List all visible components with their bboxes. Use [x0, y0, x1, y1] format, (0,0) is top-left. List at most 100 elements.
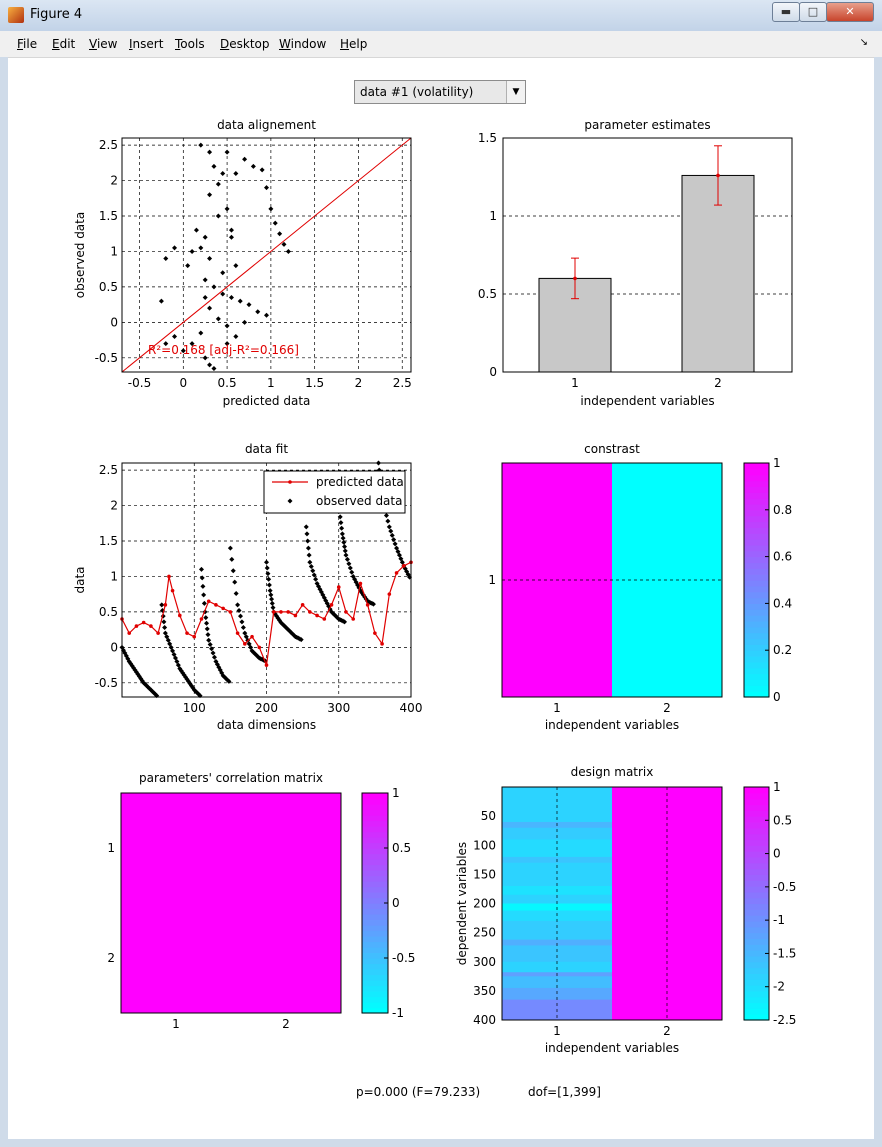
- menu-edit[interactable]: Edit: [52, 37, 76, 51]
- fit-observed-point: [207, 642, 213, 648]
- data-selector-dropdown[interactable]: data #1 (volatility) ▼: [354, 80, 526, 104]
- fit-observed-point: [224, 677, 230, 683]
- fit-observed-point: [214, 661, 220, 667]
- fit-observed-point: [232, 579, 238, 585]
- minimize-button[interactable]: ▬: [772, 2, 800, 22]
- chevron-down-icon[interactable]: ▼: [506, 81, 525, 103]
- menu-view[interactable]: View: [89, 37, 118, 51]
- correlation-colorbar-segment: [362, 859, 388, 866]
- window-titlebar[interactable]: Figure 4 ▬ □ ✕: [0, 0, 882, 32]
- correlation-cell: [121, 793, 231, 903]
- alignment-point: [224, 323, 230, 329]
- contrast-colorbar-segment: [744, 656, 769, 663]
- contrast-colorbar-tick-label: 1: [773, 456, 781, 470]
- menu-window[interactable]: Window: [279, 37, 327, 51]
- fit-observed-point: [261, 657, 267, 663]
- correlation-cell: [231, 793, 341, 903]
- maximize-button[interactable]: □: [799, 2, 827, 22]
- alignment-ylabel: observed data: [73, 212, 87, 298]
- toolbar-toggle-icon[interactable]: ↘: [859, 37, 868, 48]
- alignment-ytick-label: 2: [110, 174, 118, 188]
- fit-observed-point: [132, 667, 138, 673]
- fit-observed-point: [391, 537, 397, 543]
- alignment-point: [233, 263, 239, 269]
- fit-observed-point: [278, 620, 284, 626]
- fit-predicted-line: [121, 561, 412, 668]
- design-cell-col1: [502, 987, 612, 1001]
- alignment-title: data alignement: [217, 118, 316, 132]
- correlation-colorbar-segment: [362, 881, 388, 888]
- design-cell-col1: [502, 903, 612, 911]
- design-colorbar-segment: [744, 804, 769, 811]
- fit-observed-point: [239, 619, 245, 625]
- fit-observed-point: [381, 501, 387, 507]
- fit-observed-point: [330, 610, 336, 616]
- alignment-point: [233, 334, 239, 340]
- contrast-colorbar-segment: [744, 515, 769, 523]
- fit-observed-point: [353, 579, 359, 585]
- alignment-point: [163, 341, 169, 347]
- fit-predicted-point: [401, 564, 406, 568]
- window-frame-left: [0, 57, 8, 1147]
- design-colorbar-segment: [744, 1002, 769, 1009]
- fit-observed-point: [217, 667, 223, 673]
- fit-predicted-point: [373, 631, 377, 635]
- fit-observed-point: [131, 665, 137, 671]
- fit-observed-point: [123, 653, 129, 659]
- fit-observed-point: [125, 656, 131, 662]
- fit-observed-point: [240, 625, 246, 631]
- contrast-colorbar-segment: [744, 580, 769, 587]
- alignment-point: [202, 295, 208, 301]
- fit-observed-point: [383, 512, 389, 518]
- fit-observed-point: [399, 559, 405, 565]
- design-colorbar-segment: [744, 938, 769, 945]
- design-cell-col1: [502, 976, 612, 989]
- design-colorbar-segment: [744, 839, 769, 846]
- fit-predicted-point: [192, 634, 197, 639]
- fit-observed-point: [200, 583, 206, 589]
- fit-observed-point: [323, 598, 329, 604]
- correlation-colorbar-segment: [362, 985, 388, 992]
- fit-observed-point: [368, 600, 374, 606]
- fit-observed-point: [165, 637, 171, 643]
- fit-observed-point: [288, 629, 294, 635]
- fit-observed-point: [342, 544, 348, 550]
- window-frame-right: [874, 57, 882, 1147]
- fit-observed-point: [164, 634, 170, 640]
- fit-xtick-label: 200: [255, 701, 278, 715]
- menu-insert[interactable]: Insert: [129, 37, 164, 51]
- menu-file[interactable]: File: [17, 37, 38, 51]
- fit-observed-point: [188, 683, 194, 689]
- estimates-xtick-label: 2: [714, 376, 722, 390]
- close-button[interactable]: ✕: [826, 2, 874, 22]
- fit-observed-point: [199, 575, 205, 581]
- contrast-xlabel: independent variables: [545, 718, 679, 732]
- fit-observed-point: [298, 637, 304, 643]
- fit-observed-point: [242, 630, 248, 636]
- fit-title: data fit: [245, 442, 288, 456]
- fit-predicted-point: [134, 624, 139, 628]
- fit-predicted-point: [120, 617, 124, 621]
- menu-tools[interactable]: Tools: [175, 37, 205, 51]
- contrast-colorbar-segment: [744, 620, 769, 628]
- fit-predicted-point: [387, 592, 392, 596]
- correlation-colorbar-segment: [362, 969, 388, 976]
- design-ytick-label: 250: [473, 926, 496, 940]
- menu-help[interactable]: Help: [340, 37, 368, 51]
- fit-observed-point: [394, 545, 400, 551]
- correlation-colorbar-segment: [362, 991, 388, 998]
- contrast-colorbar-tick-label: 0.6: [773, 550, 792, 564]
- fit-observed-point: [373, 478, 379, 484]
- fit-observed-point: [230, 568, 236, 574]
- contrast-colorbar-segment: [744, 603, 769, 610]
- correlation-colorbar-segment: [362, 804, 388, 811]
- fit-predicted-point: [156, 631, 160, 635]
- correlation-colorbar-segment: [362, 842, 388, 849]
- window-title: Figure 4: [30, 7, 83, 22]
- alignment-xtick-label: 0: [179, 376, 187, 390]
- fit-predicted-point: [149, 624, 153, 628]
- fit-observed-point: [340, 535, 346, 541]
- menu-desktop[interactable]: Desktop: [220, 37, 270, 51]
- fit-ytick-label: -0.5: [95, 676, 118, 690]
